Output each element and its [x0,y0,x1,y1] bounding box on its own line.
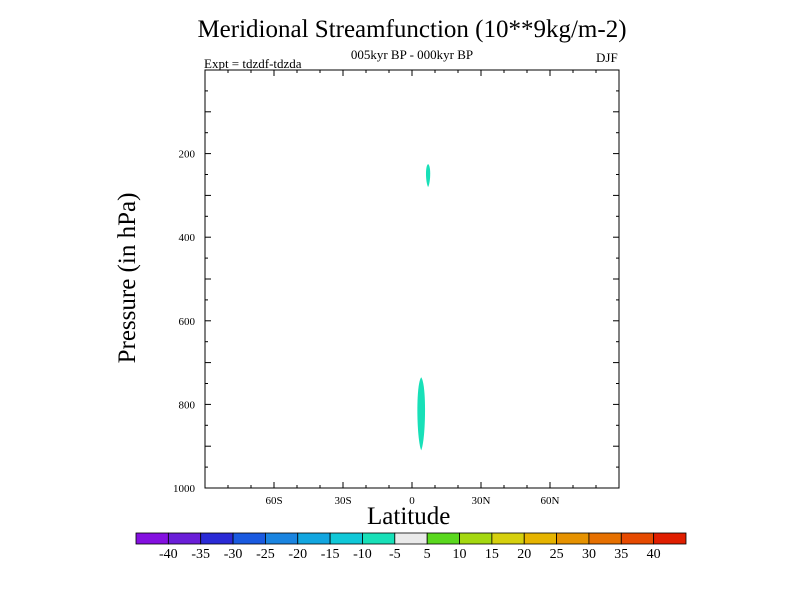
colorbar-label: -30 [224,547,243,562]
colorbar-label: 10 [453,547,467,562]
colorbar-label: -35 [191,547,210,562]
colorbar-swatch [620,532,655,545]
experiment-label: Expt = tdzdf-tdzda [204,56,302,71]
colorbar-label: -5 [389,547,401,562]
colorbar-swatch [653,532,687,545]
colorbar-swatch [491,532,525,545]
colorbar-label: 30 [582,547,596,562]
x-axis-label: Latitude [367,503,451,530]
y-tick-label: 200 [179,149,196,161]
x-tick-label: 30S [334,495,351,507]
colorbar-label: 35 [614,547,628,562]
colorbar-label: -20 [288,547,307,562]
colorbar-label: 15 [485,547,499,562]
colorbar-label: -15 [321,547,340,562]
colorbar-swatch [329,532,363,545]
colorbar-label: -40 [159,547,178,562]
colorbar-swatch [232,532,266,545]
x-tick-label: 30N [472,495,491,507]
contour-region-upper-patch [425,164,431,188]
chart-title: Meridional Streamfunction (10**9kg/m-2) [197,16,627,43]
y-tick-label: 600 [179,316,196,328]
colorbar-swatch [459,532,493,545]
colorbar-label: 5 [424,547,431,562]
y-tick-label: 800 [179,399,196,411]
colorbar-swatch [135,532,169,545]
y-tick-label: 400 [179,232,196,244]
colorbar-label: 20 [517,547,531,562]
x-tick-label: 60S [265,495,282,507]
colorbar-swatch [200,532,234,545]
contour-region-lower-patch [417,377,426,451]
colorbar-swatch [394,532,428,545]
colorbar-swatch [523,532,557,545]
y-tick-label: 1000 [173,483,196,495]
colorbar-swatch [167,532,202,545]
colorbar-swatch [556,532,590,545]
colorbar-swatch [426,532,460,545]
colorbar-label: 40 [647,547,661,562]
x-tick-label: 60N [541,495,560,507]
colorbar-swatch [297,532,331,545]
season-label: DJF [596,50,618,65]
colorbar-swatch [588,532,622,545]
colorbar-swatch [362,532,396,545]
colorbar-label: -10 [353,547,372,562]
colorbar-swatch [265,532,299,545]
plot-frame [204,69,620,489]
x-tick-label: 0 [409,495,415,507]
chart-subtitle: 005kyr BP - 000kyr BP [350,47,474,62]
colorbar-label: 25 [550,547,564,562]
colorbar-label: -25 [256,547,275,562]
